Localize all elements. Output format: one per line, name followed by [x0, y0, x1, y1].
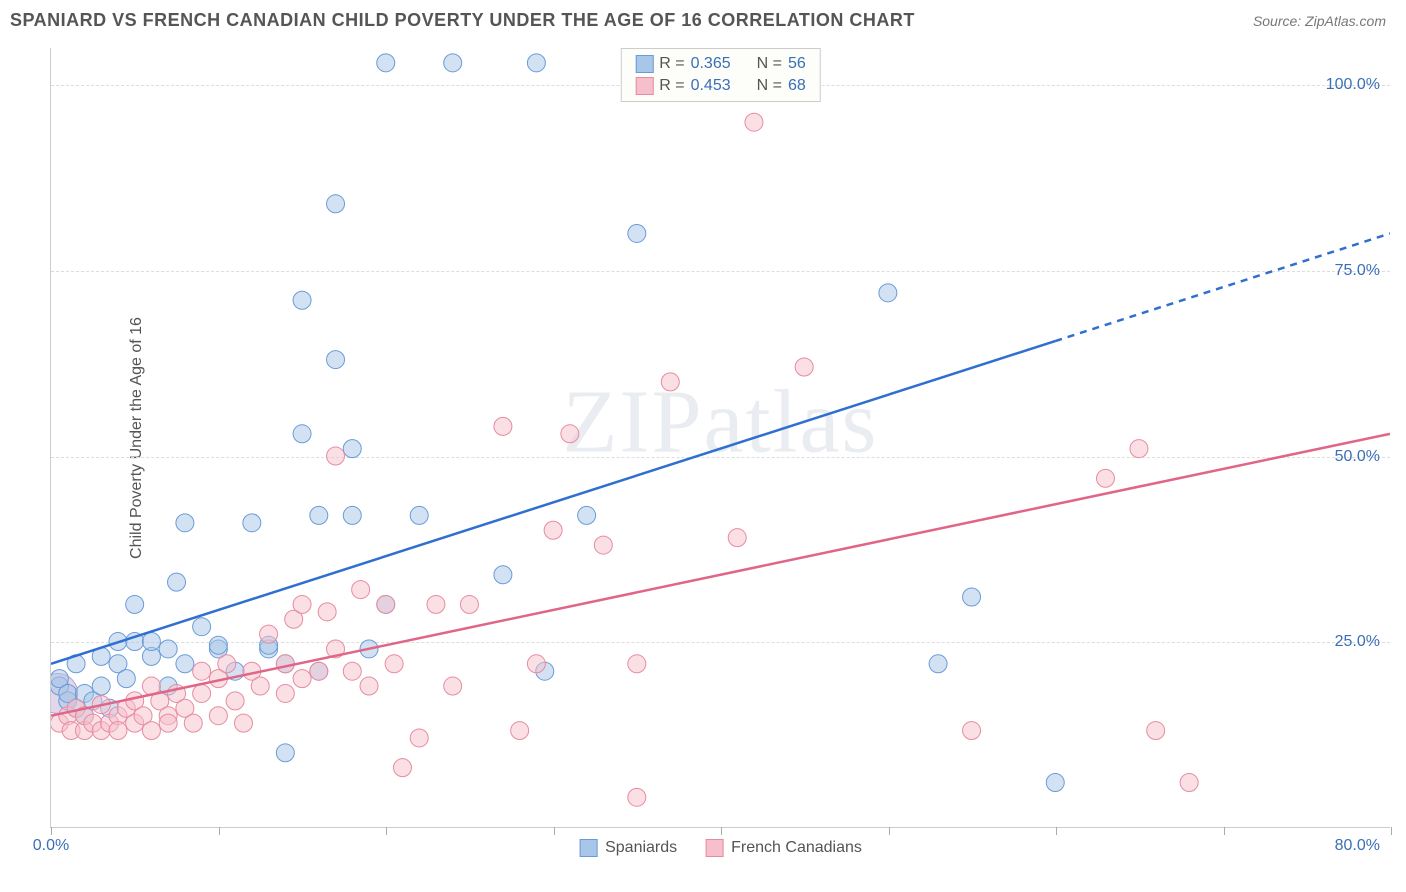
y-tick-label: 50.0% [1335, 448, 1380, 466]
chart-title: SPANIARD VS FRENCH CANADIAN CHILD POVERT… [10, 10, 915, 31]
legend-item-spaniards: Spaniards [579, 839, 677, 857]
y-tick-label: 100.0% [1326, 76, 1380, 94]
y-tick-label: 75.0% [1335, 262, 1380, 280]
r-value-spaniards: 0.365 [691, 55, 731, 73]
legend-label-spaniards: Spaniards [605, 839, 677, 857]
scatter-chart: Child Poverty Under the Age of 16 ZIPatl… [50, 48, 1390, 828]
plot-svg [51, 48, 1390, 827]
series-legend: Spaniards French Canadians [579, 839, 862, 857]
swatch-french-canadians-icon [635, 77, 653, 95]
x-tick-max: 80.0% [1335, 837, 1380, 855]
x-tick-min: 0.0% [33, 837, 69, 855]
legend-row-spaniards: R =0.365 N =56 [635, 53, 806, 75]
n-value-spaniards: 56 [788, 55, 806, 73]
swatch-spaniards-icon [635, 55, 653, 73]
legend-row-french-canadians: R =0.453 N =68 [635, 75, 806, 97]
legend-item-french-canadians: French Canadians [705, 839, 862, 857]
legend-label-french-canadians: French Canadians [731, 839, 862, 857]
correlation-legend: R =0.365 N =56 R =0.453 N =68 [620, 48, 821, 102]
swatch-french-canadians-icon [705, 839, 723, 857]
y-tick-label: 25.0% [1335, 633, 1380, 651]
swatch-spaniards-icon [579, 839, 597, 857]
r-value-french-canadians: 0.453 [691, 77, 731, 95]
n-value-french-canadians: 68 [788, 77, 806, 95]
source-label: Source: ZipAtlas.com [1253, 13, 1386, 29]
